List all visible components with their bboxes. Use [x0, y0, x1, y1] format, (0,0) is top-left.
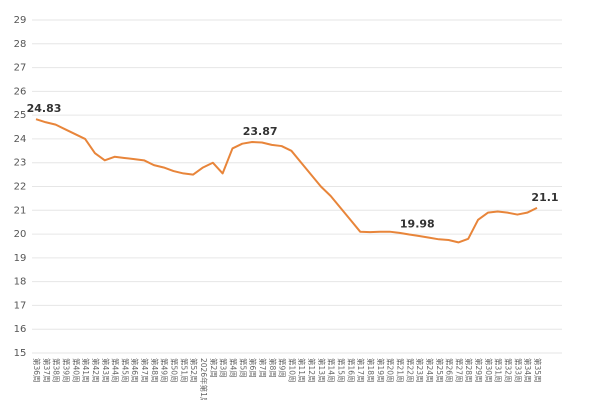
x-tick-label: 第39周: [61, 358, 71, 383]
y-tick-label: 16: [14, 324, 27, 335]
x-tick-label: 第30周: [484, 358, 494, 383]
x-tick-label: 第34周: [523, 358, 533, 383]
x-tick-label: 2026年第1周: [199, 358, 209, 400]
x-tick-label: 第25周: [435, 358, 445, 383]
x-tick-label: 第46周: [130, 358, 140, 383]
x-tick-label: 第11周: [297, 358, 307, 383]
x-tick-label: 第18周: [366, 358, 376, 383]
x-tick-label: 第28周: [464, 358, 474, 383]
x-tick-label: 第23周: [415, 358, 425, 383]
x-tick-label: 第20周: [386, 358, 396, 383]
x-tick-label: 第47周: [140, 358, 150, 383]
y-tick-label: 28: [14, 39, 27, 50]
y-tick-label: 26: [14, 86, 27, 97]
x-tick-label: 第33周: [513, 358, 523, 383]
x-tick-label: 第16周: [346, 358, 356, 383]
y-tick-label: 15: [14, 348, 27, 359]
x-tick-label: 第43周: [101, 358, 111, 383]
x-tick-label: 第52周: [189, 358, 199, 383]
y-tick-label: 25: [14, 110, 27, 121]
x-tick-label: 第2周: [209, 358, 219, 378]
x-tick-label: 第40周: [71, 358, 81, 383]
x-tick-label: 第6周: [248, 358, 258, 378]
x-tick-label: 第5周: [238, 358, 248, 378]
x-tick-label: 第45周: [120, 358, 130, 383]
y-tick-label: 24: [14, 134, 27, 145]
x-tick-label: 第22周: [405, 358, 415, 383]
x-tick-label: 第15周: [337, 358, 347, 383]
x-tick-label: 第4周: [228, 358, 238, 378]
y-tick-label: 19: [14, 253, 27, 264]
x-tick-label: 第26周: [445, 358, 455, 383]
y-tick-label: 18: [14, 277, 27, 288]
x-tick-label: 第9周: [278, 358, 288, 378]
x-tick-label: 第51周: [179, 358, 189, 383]
y-tick-label: 17: [14, 300, 27, 311]
y-tick-label: 27: [14, 63, 27, 74]
x-tick-label: 第42周: [91, 358, 101, 383]
x-tick-label: 第50周: [170, 358, 180, 383]
x-tick-label: 第7周: [258, 358, 268, 378]
x-tick-label: 第38周: [52, 358, 62, 383]
x-tick-label: 第29周: [474, 358, 484, 383]
x-tick-label: 第27周: [454, 358, 464, 383]
x-tick-label: 第8周: [268, 358, 278, 378]
x-tick-label: 第24周: [425, 358, 435, 383]
line-series: [35, 118, 538, 244]
x-tick-label: 第44周: [111, 358, 121, 383]
x-tick-label: 第37周: [42, 358, 52, 383]
x-tick-label: 第14周: [327, 358, 337, 383]
x-tick-label: 第49周: [160, 358, 170, 383]
x-tick-label: 第35周: [533, 358, 543, 383]
y-tick-label: 29: [14, 15, 27, 26]
x-tick-label: 第31周: [494, 358, 504, 383]
x-tick-label: 第3周: [219, 358, 229, 378]
y-tick-label: 20: [14, 229, 27, 240]
value-label: 21.1: [531, 191, 558, 204]
x-tick-label: 第19周: [376, 358, 386, 383]
x-tick-label: 第21周: [395, 358, 405, 383]
x-tick-label: 第32周: [504, 358, 514, 383]
x-tick-label: 第13周: [317, 358, 327, 383]
x-tick-label: 第17周: [356, 358, 366, 383]
x-tick-label: 第48周: [150, 358, 160, 383]
y-tick-label: 23: [14, 158, 27, 169]
value-label: 23.87: [243, 125, 278, 138]
x-tick-label: 第10周: [287, 358, 297, 383]
y-tick-label: 22: [14, 182, 27, 193]
x-tick-label: 第41周: [81, 358, 91, 383]
value-label: 19.98: [400, 218, 435, 231]
y-tick-label: 21: [14, 205, 27, 216]
x-tick-label: 第36周: [32, 358, 42, 383]
x-tick-label: 第12周: [307, 358, 317, 383]
value-label: 24.83: [27, 102, 62, 115]
